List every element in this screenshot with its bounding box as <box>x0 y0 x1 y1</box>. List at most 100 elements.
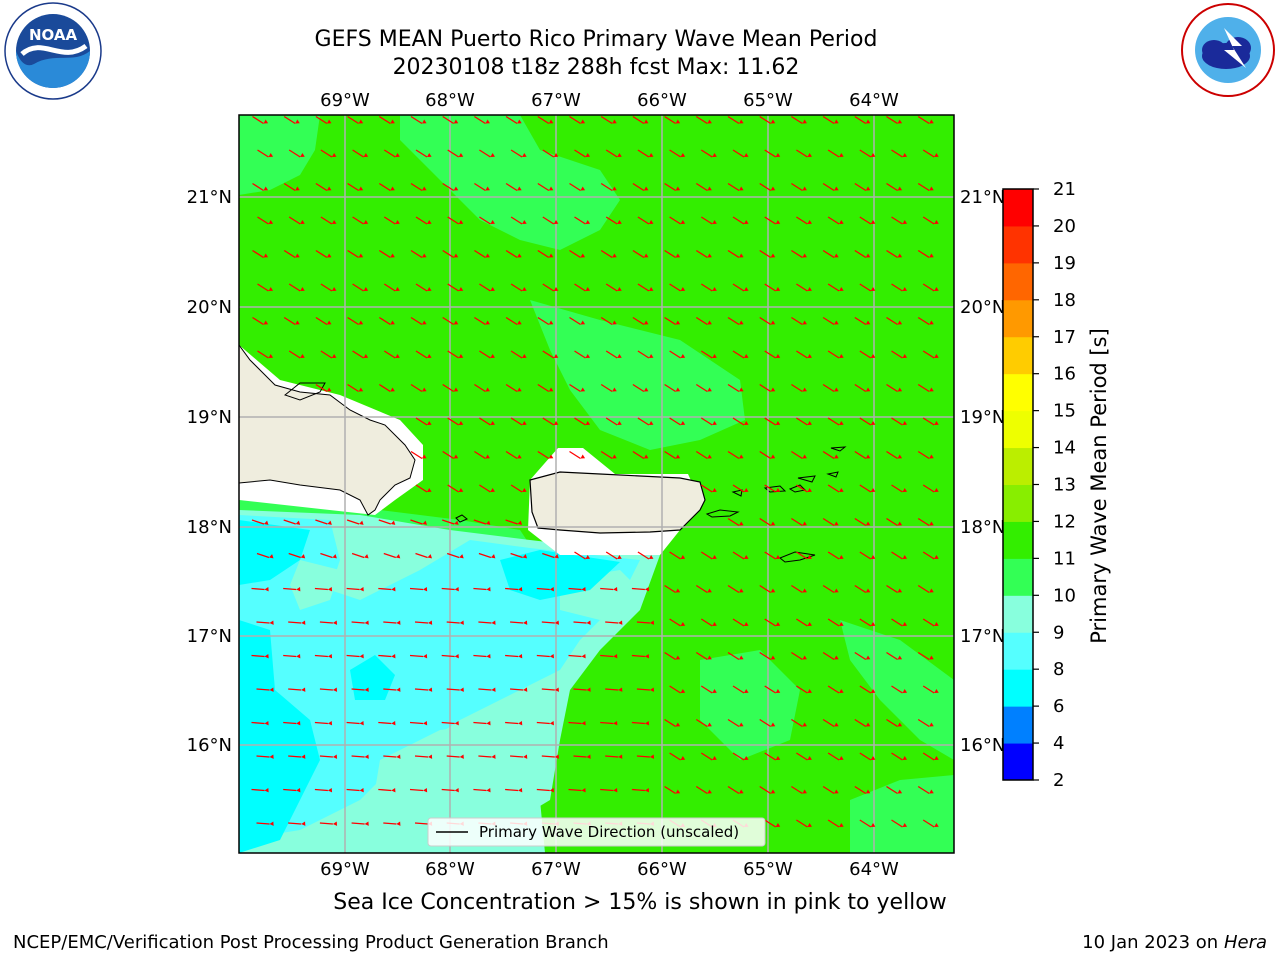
wave-arrow <box>917 785 934 795</box>
wave-arrow <box>732 149 749 158</box>
wave-direction-arrows <box>251 115 939 859</box>
wave-arrow <box>632 316 649 326</box>
wave-arrow <box>256 821 274 826</box>
wave-arrow <box>315 383 332 393</box>
wave-arrow <box>479 149 495 158</box>
wave-arrow <box>479 350 495 359</box>
wave-arrow <box>891 283 908 292</box>
colorbar-segment <box>1003 225 1033 264</box>
wave-arrow <box>764 819 781 828</box>
wave-arrow <box>732 350 749 359</box>
wave-arrow <box>854 182 871 192</box>
wave-arrow <box>695 450 712 460</box>
wave-arrow <box>886 517 903 527</box>
wave-arrow <box>510 216 527 225</box>
wave-arrow <box>732 417 749 426</box>
wave-arrow <box>409 787 428 793</box>
wave-arrow <box>410 249 427 259</box>
wave-arrow <box>510 149 527 158</box>
wave-arrow <box>796 350 812 359</box>
wave-arrow <box>922 551 939 560</box>
lon-label: 65°W <box>743 859 793 880</box>
wave-arrow <box>632 383 649 393</box>
wave-arrow <box>759 517 776 527</box>
wave-arrow <box>541 620 559 625</box>
colorbar-segment <box>1003 484 1033 522</box>
field-cyan <box>239 520 310 585</box>
wave-arrow <box>415 484 432 493</box>
wave-arrow <box>537 249 554 259</box>
wave-arrow <box>251 586 269 592</box>
wave-arrow <box>664 182 681 192</box>
wave-arrow <box>351 754 369 759</box>
wave-arrow <box>256 620 274 625</box>
wave-arrow <box>637 350 654 359</box>
wave-arrow <box>314 653 333 659</box>
wave-arrow <box>637 551 654 560</box>
wave-arrow <box>822 182 839 192</box>
island-outline <box>705 509 740 518</box>
wave-arrow <box>383 216 400 225</box>
wave-arrow <box>378 182 395 192</box>
wave-arrow <box>473 586 491 592</box>
wave-arrow <box>827 685 844 694</box>
colorbar-tick-label: 4 <box>1053 733 1064 754</box>
wave-arrow <box>536 720 554 726</box>
wave-arrow <box>600 182 617 192</box>
wave-arrow <box>759 115 776 125</box>
wave-arrow <box>631 653 650 659</box>
wave-arrow <box>442 450 459 460</box>
wave-arrow <box>636 687 655 692</box>
wave-arrow <box>764 350 781 359</box>
colorbar-tick-label: 8 <box>1053 659 1064 680</box>
wave-arrow <box>764 417 781 426</box>
island-outline <box>830 446 847 452</box>
wave-arrow <box>827 618 844 627</box>
wave-arrow <box>664 316 681 326</box>
wave-arrow <box>695 316 712 326</box>
wave-arrow <box>283 519 301 525</box>
wave-arrow <box>510 283 527 292</box>
wave-arrow <box>859 685 876 694</box>
graticule <box>239 115 954 853</box>
wave-arrow <box>505 653 523 659</box>
wave-arrow <box>351 620 369 625</box>
wave-arrow <box>283 855 300 859</box>
wave-arrow <box>283 720 301 726</box>
wave-arrow <box>541 687 559 692</box>
wave-arrow <box>251 653 269 659</box>
wave-arrow <box>859 283 876 292</box>
wave-arrow <box>732 216 749 225</box>
wave-arrow <box>859 819 876 828</box>
wave-arrow <box>791 852 792 853</box>
wave-arrow <box>252 115 269 125</box>
wave-arrow <box>383 283 400 292</box>
wave-arrow <box>700 283 717 292</box>
wave-arrow <box>315 519 332 525</box>
wave-arrow <box>283 182 300 192</box>
wave-arrow <box>414 620 433 625</box>
footer-date-text: 10 Jan 2023 on <box>1082 932 1224 953</box>
wave-arrow <box>727 249 744 259</box>
wave-arrow <box>791 316 807 326</box>
wave-arrow <box>315 115 332 125</box>
wave-arrow <box>441 519 459 525</box>
footer-host: Hera <box>1223 932 1267 953</box>
colorbar-tick-label: 14 <box>1053 438 1076 459</box>
wave-arrow <box>315 182 332 192</box>
wave-arrow <box>664 450 681 460</box>
wave-arrow <box>378 586 396 592</box>
wave-arrow <box>442 316 459 326</box>
wave-arrow <box>378 855 395 859</box>
wave-arrow <box>447 484 464 493</box>
wave-arrow <box>256 754 274 759</box>
colorbar-tick-label: 6 <box>1053 696 1064 717</box>
wave-arrow <box>854 517 871 527</box>
wave-arrow <box>859 752 876 761</box>
wave-arrow <box>505 519 523 525</box>
wave-arrow <box>320 283 337 292</box>
wave-arrow <box>383 552 401 559</box>
wave-arrow <box>510 417 527 426</box>
lon-label: 64°W <box>849 859 899 880</box>
wave-arrow <box>695 249 712 259</box>
